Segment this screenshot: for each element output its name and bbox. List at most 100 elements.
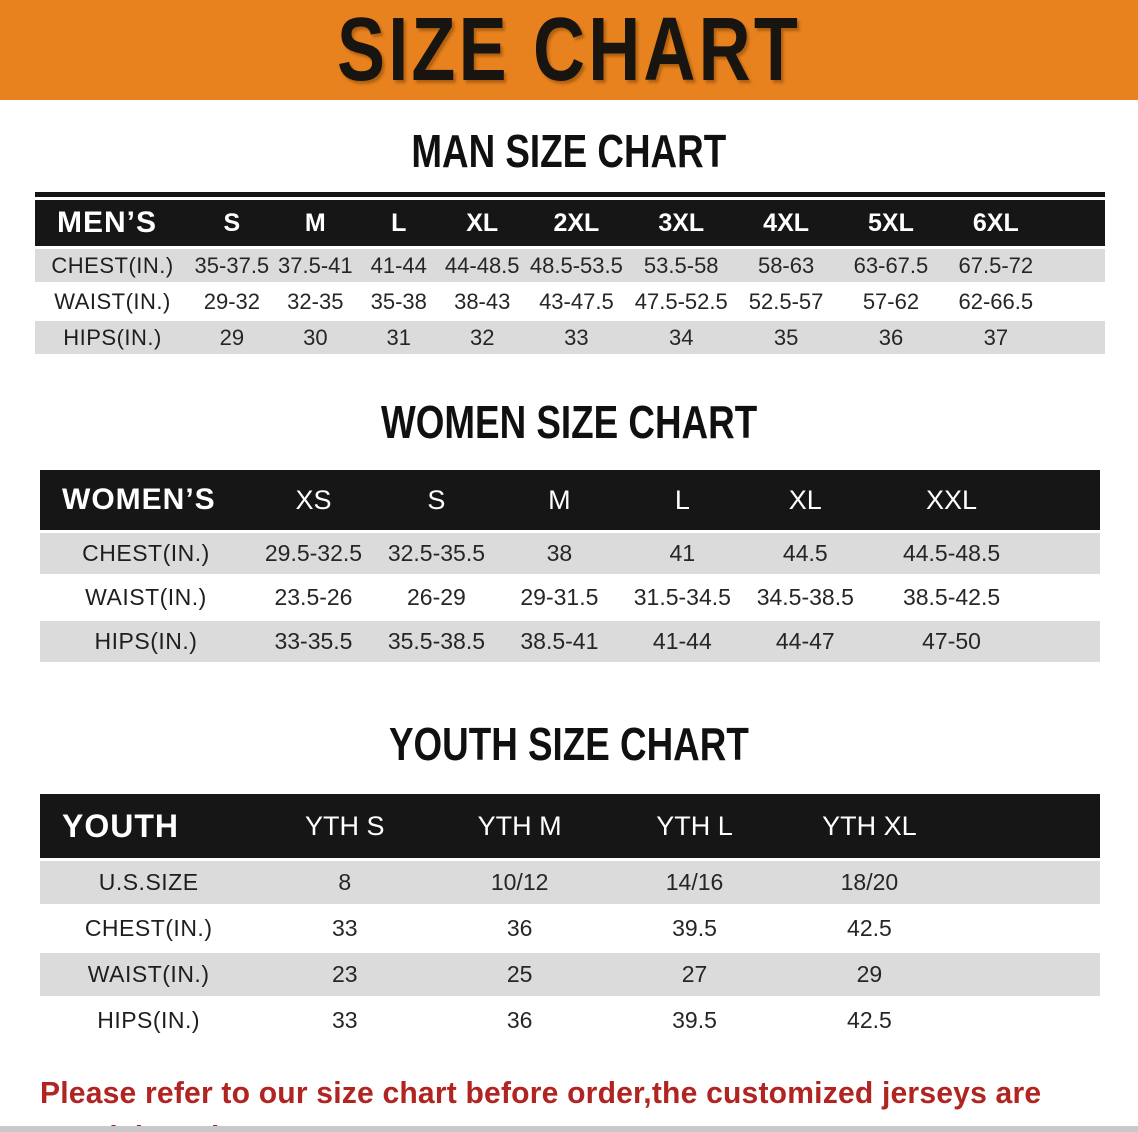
cell: 44.5-48.5 — [866, 533, 1037, 574]
cell: 44-48.5 — [440, 249, 524, 282]
cell: 48.5-53.5 — [523, 249, 629, 282]
men-table-top-rule — [35, 192, 1105, 197]
row-label: WAIST(IN.) — [35, 285, 191, 318]
cell: 57-62 — [838, 285, 944, 318]
cell: 32 — [440, 321, 524, 354]
men-section-heading: MAN SIZE CHART — [0, 124, 1138, 178]
row-label: HIPS(IN.) — [40, 621, 252, 662]
cell: 34 — [628, 321, 734, 354]
cell: 44.5 — [743, 533, 867, 574]
cell: 42.5 — [781, 999, 957, 1042]
cell: 37 — [943, 321, 1049, 354]
cell: 10/12 — [432, 861, 608, 904]
cell: 53.5-58 — [628, 249, 734, 282]
men-size-header-4xl: 4XL — [733, 200, 839, 246]
cell: 25 — [432, 953, 608, 996]
cell: 31 — [357, 321, 441, 354]
men-header-row: MEN’S S M L XL 2XL 3XL 4XL 5XL 6XL — [35, 200, 1105, 246]
cell: 34.5-38.5 — [743, 577, 867, 618]
cell: 41-44 — [357, 249, 441, 282]
women-size-header-s: S — [374, 470, 498, 530]
youth-ussize-row: U.S.SIZE 8 10/12 14/16 18/20 — [40, 861, 1100, 904]
cell: 33 — [257, 907, 433, 950]
spacer-cell — [1048, 321, 1105, 354]
women-size-header-l: L — [620, 470, 744, 530]
women-section-heading-text: WOMEN SIZE CHART — [380, 396, 758, 448]
cell: 18/20 — [781, 861, 957, 904]
cell: 58-63 — [733, 249, 839, 282]
women-chest-row: CHEST(IN.) 29.5-32.5 32.5-35.5 38 41 44.… — [40, 533, 1100, 574]
spacer-cell — [1036, 621, 1100, 662]
men-size-header-6xl: 6XL — [943, 200, 1049, 246]
spacer-cell — [956, 953, 1100, 996]
cell: 8 — [257, 861, 433, 904]
bottom-strip — [0, 1126, 1138, 1132]
row-label: CHEST(IN.) — [40, 907, 258, 950]
cell: 38.5-41 — [497, 621, 621, 662]
cell: 35-38 — [357, 285, 441, 318]
cell: 39.5 — [607, 999, 782, 1042]
cell: 37.5-41 — [273, 249, 358, 282]
cell: 29.5-32.5 — [252, 533, 375, 574]
cell: 35-37.5 — [190, 249, 274, 282]
spacer-cell — [1048, 285, 1105, 318]
women-size-header-xl: XL — [743, 470, 867, 530]
cell: 35.5-38.5 — [374, 621, 498, 662]
men-table-label: MEN’S — [35, 200, 191, 246]
banner-title: SIZE CHART — [337, 0, 801, 100]
cell: 67.5-72 — [943, 249, 1049, 282]
cell: 27 — [607, 953, 782, 996]
cell: 14/16 — [607, 861, 782, 904]
cell: 52.5-57 — [733, 285, 839, 318]
men-size-table: MEN’S S M L XL 2XL 3XL 4XL 5XL 6XL CHEST… — [35, 197, 1105, 357]
footnote-line-1: Please refer to our size chart before or… — [40, 1075, 1042, 1132]
youth-size-header-s: YTH S — [257, 794, 433, 858]
cell: 33 — [523, 321, 629, 354]
spacer-cell — [1036, 533, 1100, 574]
men-waist-row: WAIST(IN.) 29-32 32-35 35-38 38-43 43-47… — [35, 285, 1105, 318]
spacer-cell — [1048, 249, 1105, 282]
cell: 44-47 — [743, 621, 867, 662]
women-hips-row: HIPS(IN.) 33-35.5 35.5-38.5 38.5-41 41-4… — [40, 621, 1100, 662]
men-chest-row: CHEST(IN.) 35-37.5 37.5-41 41-44 44-48.5… — [35, 249, 1105, 282]
youth-size-header-xl: YTH XL — [781, 794, 957, 858]
youth-size-header-m: YTH M — [432, 794, 608, 858]
youth-size-table: YOUTH YTH S YTH M YTH L YTH XL U.S.SIZE … — [40, 791, 1100, 1045]
cell: 63-67.5 — [838, 249, 944, 282]
spacer-cell — [1048, 200, 1105, 246]
women-size-table: WOMEN’S XS S M L XL XXL CHEST(IN.) 29.5-… — [40, 467, 1100, 665]
youth-size-header-l: YTH L — [607, 794, 782, 858]
men-size-header-3xl: 3XL — [628, 200, 734, 246]
cell: 30 — [273, 321, 358, 354]
youth-section-heading: YOUTH SIZE CHART — [0, 717, 1138, 771]
cell: 43-47.5 — [523, 285, 629, 318]
cell: 29 — [190, 321, 274, 354]
cell: 29 — [781, 953, 957, 996]
women-section-heading: WOMEN SIZE CHART — [0, 395, 1138, 449]
men-size-header-m: M — [273, 200, 358, 246]
row-label: WAIST(IN.) — [40, 577, 252, 618]
spacer-cell — [956, 861, 1100, 904]
footnote: Please refer to our size chart before or… — [40, 1071, 1118, 1132]
men-size-header-xl: XL — [440, 200, 524, 246]
cell: 47-50 — [866, 621, 1037, 662]
women-size-header-xs: XS — [252, 470, 375, 530]
cell: 38.5-42.5 — [866, 577, 1037, 618]
cell: 47.5-52.5 — [628, 285, 734, 318]
women-size-header-xxl: XXL — [866, 470, 1037, 530]
row-label: CHEST(IN.) — [40, 533, 252, 574]
row-label: WAIST(IN.) — [40, 953, 258, 996]
cell: 29-31.5 — [497, 577, 621, 618]
cell: 32-35 — [273, 285, 358, 318]
youth-chest-row: CHEST(IN.) 33 36 39.5 42.5 — [40, 907, 1100, 950]
men-size-header-l: L — [357, 200, 441, 246]
youth-table-label: YOUTH — [40, 794, 258, 858]
cell: 62-66.5 — [943, 285, 1049, 318]
cell: 33-35.5 — [252, 621, 375, 662]
men-size-header-2xl: 2XL — [523, 200, 629, 246]
cell: 35 — [733, 321, 839, 354]
cell: 23 — [257, 953, 433, 996]
cell: 38 — [497, 533, 621, 574]
men-hips-row: HIPS(IN.) 29 30 31 32 33 34 35 36 37 — [35, 321, 1105, 354]
women-waist-row: WAIST(IN.) 23.5-26 26-29 29-31.5 31.5-34… — [40, 577, 1100, 618]
